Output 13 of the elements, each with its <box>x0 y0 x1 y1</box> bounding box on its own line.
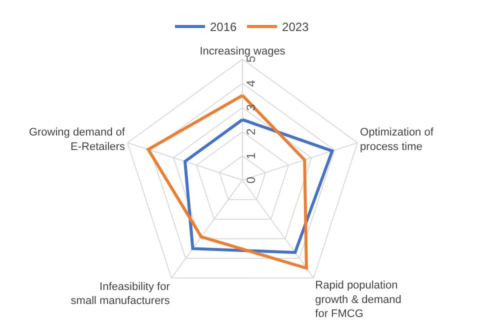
y-tick-label: 0 <box>244 176 258 184</box>
legend-label: 2023 <box>282 20 310 34</box>
y-tick-label: 1 <box>244 152 258 160</box>
spoke-label: Growing demand of E-Retailers <box>28 126 126 153</box>
spoke-label: Increasing wages <box>200 45 286 58</box>
spoke-label: Optimization of process time <box>360 126 434 153</box>
spoke-label: Rapid population growth & demand for FMCG <box>315 280 402 320</box>
y-tick-label: 4 <box>244 80 258 87</box>
y-tick-label: 5 <box>244 56 258 63</box>
spoke-label: Infeasibility for small manufacturers <box>70 280 170 308</box>
y-tick-label: 2 <box>244 128 258 136</box>
legend-label: 2016 <box>210 20 238 34</box>
y-tick-label: 3 <box>244 104 258 111</box>
